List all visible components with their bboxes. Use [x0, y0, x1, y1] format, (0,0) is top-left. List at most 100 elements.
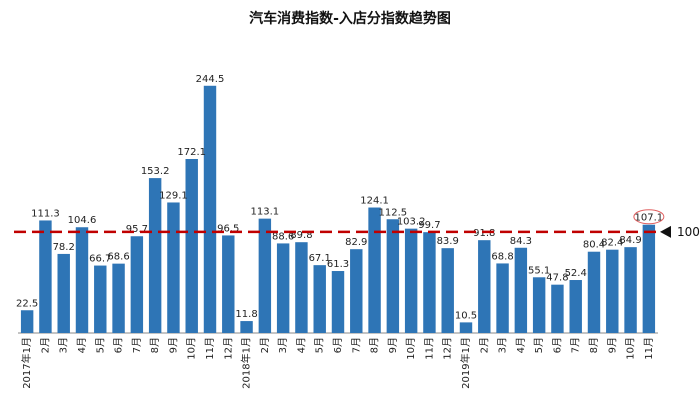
bar	[606, 249, 619, 333]
x-tick-label: 12月	[222, 337, 234, 360]
bar-value-label: 84.3	[510, 236, 532, 247]
bar	[185, 158, 198, 333]
x-tick-label: 12月	[442, 337, 454, 360]
bar	[94, 265, 107, 333]
x-tick-label: 5月	[533, 337, 545, 353]
bar-value-label: 124.1	[360, 196, 389, 207]
bar	[624, 247, 637, 333]
x-tick-label: 8月	[588, 337, 600, 353]
x-tick-label: 4月	[515, 337, 527, 353]
bar	[642, 224, 656, 333]
bar-value-label: 107.1	[635, 213, 664, 224]
x-tick-label: 3月	[58, 337, 70, 353]
x-tick-label: 8月	[149, 337, 161, 353]
x-tick-label: 6月	[551, 337, 563, 353]
bar-value-label: 78.2	[53, 242, 75, 253]
bar	[258, 218, 272, 333]
bar-value-label: 68.6	[107, 252, 129, 263]
bar	[532, 277, 546, 333]
x-tick-label: 8月	[369, 337, 381, 353]
bar-value-label: 82.4	[601, 238, 623, 249]
bar-value-label: 82.9	[345, 237, 367, 248]
bar	[331, 271, 345, 333]
x-tick-label: 2017年1月	[20, 337, 33, 389]
bar	[276, 243, 290, 333]
bar	[222, 235, 235, 333]
bar-value-label: 96.5	[217, 223, 239, 234]
x-tick-label: 3月	[277, 337, 289, 353]
bar	[112, 263, 125, 333]
bar	[423, 232, 436, 333]
bar-value-label: 68.8	[491, 251, 513, 262]
bar-value-label: 67.1	[309, 253, 331, 264]
bar-value-label: 47.8	[546, 273, 568, 284]
x-tick-label: 7月	[131, 337, 143, 353]
bar-value-label: 84.9	[619, 235, 641, 246]
bar	[404, 228, 418, 333]
x-tick-label: 11月	[643, 337, 655, 360]
x-tick-label: 5月	[94, 337, 106, 353]
bar	[478, 240, 491, 333]
bar	[148, 178, 162, 333]
bar-value-label: 129.1	[159, 190, 188, 201]
bar	[514, 247, 528, 333]
bar-value-label: 66.7	[89, 254, 111, 265]
bar-value-label: 10.5	[455, 310, 477, 321]
bar-value-label: 83.9	[437, 236, 459, 247]
bar	[496, 263, 509, 333]
x-tick-label: 2月	[478, 337, 490, 353]
x-tick-label: 9月	[167, 337, 179, 353]
bar	[75, 227, 89, 333]
bar	[57, 253, 70, 333]
bar-value-label: 52.4	[565, 268, 587, 279]
x-tick-label: 7月	[350, 337, 362, 353]
x-tick-label: 9月	[606, 337, 618, 353]
bar-value-label: 172.1	[177, 147, 206, 158]
bar	[313, 265, 326, 333]
value-labels-layer: 22.5 111.3 78.2 104.6 66.768.6 95.7 153.2 129.1…	[16, 74, 665, 321]
reference-marker-icon	[660, 225, 671, 238]
bars-layer	[18, 85, 658, 334]
x-tick-label: 2018年1月	[240, 337, 253, 389]
x-tick-label: 6月	[332, 337, 344, 353]
bar	[350, 249, 363, 333]
x-tick-label: 11月	[204, 337, 216, 360]
bar-value-label: 103.2	[397, 217, 426, 228]
highlight-ellipse	[633, 209, 665, 225]
bar-value-label: 22.5	[16, 298, 38, 309]
bar-value-label: 55.1	[528, 265, 550, 276]
x-tick-label: 10月	[405, 337, 417, 360]
bar	[386, 219, 400, 333]
bar-value-label: 88.6	[272, 231, 294, 242]
bar	[240, 321, 253, 333]
x-tick-label: 7月	[570, 337, 582, 353]
x-tick-label: 2019年1月	[459, 337, 472, 389]
x-tick-label: 4月	[295, 337, 307, 353]
bar	[368, 207, 381, 333]
bar-value-label: 95.7	[126, 224, 148, 235]
x-tick-label: 2月	[259, 337, 271, 353]
x-tick-label: 10月	[625, 337, 637, 360]
x-tick-label: 2月	[39, 337, 51, 353]
x-tick-labels-layer: 2017年1月 2月 3月 4月 5月 6月 7月 8月 9月 10月 11月 12月 2018年1月 2…	[20, 337, 655, 389]
bar	[295, 242, 308, 333]
bar	[569, 280, 582, 333]
x-tick-label: 9月	[387, 337, 399, 353]
x-tick-label: 6月	[113, 337, 125, 353]
bar	[130, 236, 144, 333]
x-tick-label: 4月	[76, 337, 88, 353]
bar-value-label: 99.7	[418, 220, 440, 231]
chart-title: 汽车消费指数-入店分指数趋势图	[249, 11, 451, 27]
bar	[587, 251, 601, 333]
x-tick-label: 10月	[186, 337, 198, 360]
reference-line-layer: 100	[14, 225, 700, 239]
x-tick-label: 11月	[423, 337, 435, 360]
bar-value-label: 244.5	[196, 74, 225, 85]
bar-value-label: 89.8	[290, 230, 312, 241]
bar	[441, 248, 454, 333]
bar	[39, 220, 52, 333]
bar	[167, 202, 180, 333]
bar-value-label: 113.1	[251, 207, 280, 218]
reference-line-label: 100	[677, 225, 700, 239]
